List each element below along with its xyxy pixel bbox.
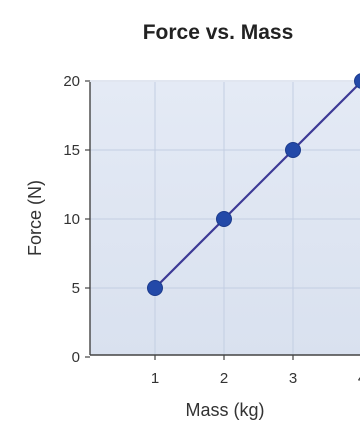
- y-tick-label: 15: [63, 142, 80, 159]
- data-points: [147, 73, 360, 296]
- y-tick-label: 5: [72, 280, 80, 297]
- y-tick-label: 20: [63, 73, 80, 90]
- x-tick-label: 1: [151, 370, 159, 387]
- data-point: [147, 280, 163, 296]
- data-point: [354, 73, 360, 89]
- data-point: [216, 211, 232, 227]
- y-tick-label: 10: [63, 211, 80, 228]
- x-tick-label: 3: [289, 370, 297, 387]
- x-tick-label: 4: [358, 370, 360, 387]
- y-tick-marks: [85, 80, 90, 358]
- x-tick-labels: 1 2 3 4: [151, 370, 360, 387]
- series-line: [154, 81, 360, 289]
- x-tick-marks: [154, 355, 294, 360]
- data-point: [285, 142, 301, 158]
- x-axis-label: Mass (kg): [185, 400, 264, 420]
- x-tick-label: 2: [220, 370, 228, 387]
- chart-title: Force vs. Mass: [143, 21, 294, 44]
- y-tick-label: 0: [72, 349, 80, 366]
- y-tick-labels: 0 5 10 15 20: [63, 73, 80, 366]
- y-axis-label: Force (N): [25, 180, 45, 256]
- y-gridlines: [90, 80, 360, 289]
